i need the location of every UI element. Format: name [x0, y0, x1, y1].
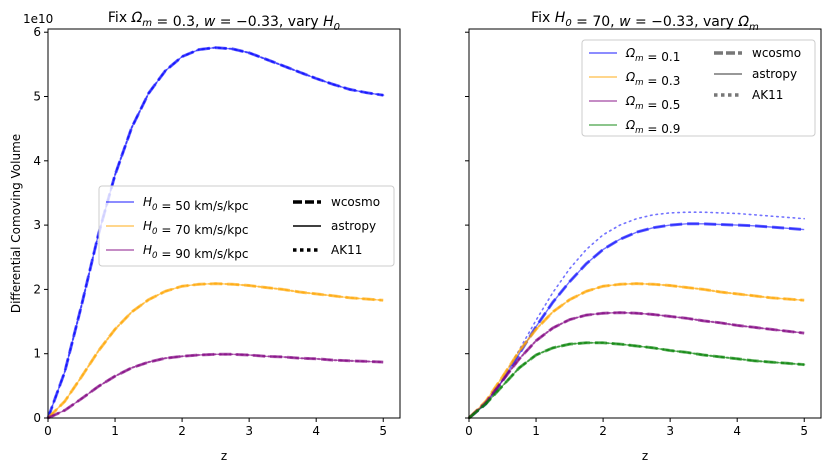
- panel-title: Fix Ωm = 0.3, w = −0.33, vary H0: [108, 10, 340, 33]
- y-offset-label: 1e10: [23, 12, 53, 26]
- x-tick-label: 3: [245, 424, 253, 438]
- plot-panel-2: 0 1 2 3 4 5 z Fix H0 = 70, w = −0.33, vary Ωm Ωm…: [465, 10, 822, 463]
- x-tick-label: 5: [800, 424, 808, 438]
- legend: Ωm = 0.1 Ωm = 0.3 Ωm = 0.5 Ωm = 0.9 wcosmo as…: [581, 39, 816, 137]
- panel-title: Fix H0 = 70, w = −0.33, vary Ωm: [531, 10, 759, 33]
- x-tick-label: 0: [465, 424, 473, 438]
- legend-style-label: AK11: [331, 243, 362, 257]
- y-tick-label: 0: [33, 411, 41, 425]
- legend-style-label: astropy: [331, 219, 376, 233]
- legend-label: H0 = 50 km/s/kpc: [143, 195, 248, 213]
- series-line-ak11: [46, 353, 385, 420]
- y-tick-label: 2: [33, 282, 41, 296]
- y-axis-title: Differential Comoving Volume: [9, 134, 23, 313]
- legend-label: H0 = 70 km/s/kpc: [143, 219, 248, 237]
- legend: H0 = 50 km/s/kpc H0 = 70 km/s/kpc H0 = 90 …: [98, 185, 395, 267]
- legend-style-label: AK11: [752, 88, 783, 102]
- series-3: [46, 352, 385, 420]
- plot-frame: [47, 28, 401, 419]
- series-line-ak11: [467, 282, 806, 420]
- x-tick-label: 5: [379, 424, 387, 438]
- x-axis-title: z: [642, 449, 648, 463]
- legend-label: Ωm = 0.1: [625, 46, 680, 64]
- x-tick-label: 3: [666, 424, 674, 438]
- x-tick-label: 4: [733, 424, 741, 438]
- legend-box: [98, 185, 395, 267]
- series-line-ak11: [467, 311, 806, 420]
- legend-label: Ωm = 0.5: [625, 94, 680, 112]
- legend-label: Ωm = 0.9: [625, 118, 680, 136]
- series-4: [467, 341, 806, 420]
- x-axis-title: z: [221, 449, 227, 463]
- legend-label: Ωm = 0.3: [625, 70, 680, 88]
- y-tick-label: 3: [33, 218, 41, 232]
- legend-style-label: wcosmo: [331, 195, 380, 209]
- x-tick-label: 0: [44, 424, 52, 438]
- y-tick-label: 1: [33, 347, 41, 361]
- series-line-ak11: [468, 211, 805, 419]
- plot-frame: [468, 28, 822, 419]
- y-tick-label: 6: [33, 25, 41, 39]
- series-3: [467, 311, 806, 420]
- x-tick-label: 1: [532, 424, 540, 438]
- legend-style-label: astropy: [752, 67, 797, 81]
- series-line-ak11: [46, 282, 385, 420]
- series-line-wcosmo: [47, 352, 384, 420]
- legend-box: [581, 39, 816, 137]
- series-line-ak11: [467, 341, 806, 420]
- x-tick-label: 4: [312, 424, 320, 438]
- x-tick-label: 1: [111, 424, 119, 438]
- y-tick-label: 4: [33, 154, 41, 168]
- series-2: [467, 282, 806, 420]
- x-tick-label: 2: [599, 424, 607, 438]
- legend-style-label: wcosmo: [752, 46, 801, 60]
- y-tick-label: 5: [33, 90, 41, 104]
- legend-label: H0 = 90 km/s/kpc: [143, 243, 248, 261]
- x-tick-label: 2: [178, 424, 186, 438]
- series-2: [46, 282, 385, 420]
